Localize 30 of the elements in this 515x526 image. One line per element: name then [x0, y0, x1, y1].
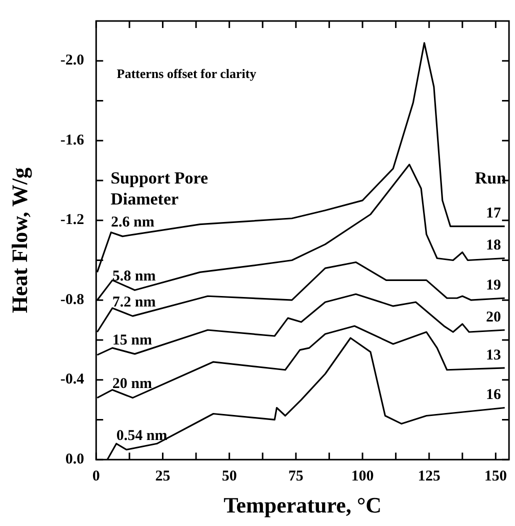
annotation: Support Pore Diameter: [110, 168, 208, 208]
annotation: 20: [486, 309, 502, 326]
y-axis-title: Heat Flow, W/g: [6, 167, 32, 314]
y-tick-label: -2.0: [60, 52, 84, 69]
x-axis-title: Temperature, °C: [224, 492, 382, 518]
x-tick-label: 25: [155, 468, 170, 484]
x-tick-label: 75: [288, 468, 304, 484]
series-label: 20 nm: [112, 376, 152, 392]
annotation: Run: [474, 168, 507, 188]
annotation: 17: [486, 206, 502, 222]
y-tick-label: -1.2: [60, 212, 84, 228]
annotation: 13: [486, 347, 502, 364]
x-tick-label: 100: [351, 468, 374, 484]
series-label: 5.8 nm: [112, 268, 156, 285]
annotation: Patterns offset for clarity: [116, 66, 257, 82]
series-label: 0.54 nm: [116, 428, 168, 444]
y-tick-label: -0.8: [60, 292, 84, 308]
y-tick-label: -0.4: [60, 372, 85, 388]
series-label: 2.6 nm: [111, 214, 155, 231]
x-tick-label: 0: [92, 468, 100, 484]
y-tick-label: 0.0: [65, 451, 84, 468]
x-tick-label: 50: [222, 468, 237, 484]
annotation: 19: [486, 277, 502, 294]
series-label: 15 nm: [112, 332, 152, 348]
series-label: 7.2 nm: [112, 294, 156, 310]
annotation: 18: [486, 238, 502, 254]
x-tick-label: 150: [484, 468, 507, 484]
annotation: 16: [486, 387, 502, 404]
x-tick-label: 125: [418, 468, 440, 484]
y-tick-label: -1.6: [60, 132, 85, 148]
